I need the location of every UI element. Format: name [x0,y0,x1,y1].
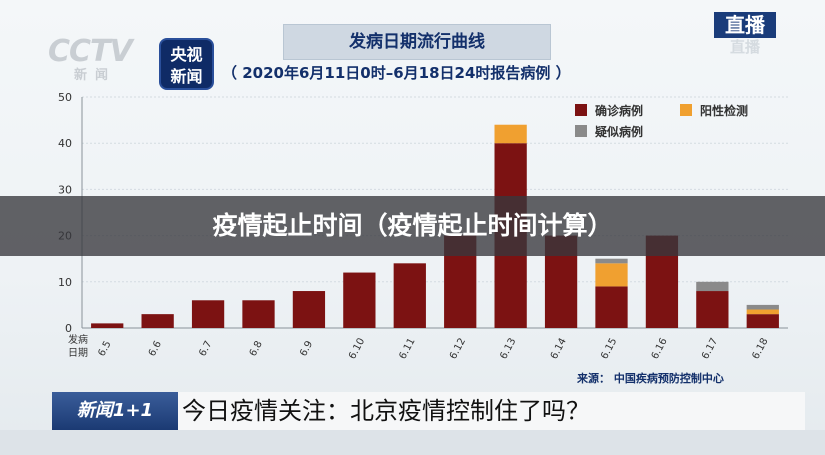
x-axis-label-line-1: 发病 [68,333,88,346]
live-badge-text: 直播 [714,12,776,38]
y-tick-label-50: 50 [58,91,72,104]
bottom-strip [0,430,825,455]
legend-label-0: 确诊病例 [595,103,643,118]
x-tick-label-6-17: 6.17 [700,336,720,361]
legend-label-1: 阳性检测 [700,103,748,118]
bar-6-7-series-0 [191,300,225,328]
x-tick-label-6-6: 6.6 [147,339,164,358]
legend-swatch-1 [680,104,692,116]
x-tick-label-6-10: 6.10 [347,336,367,361]
x-tick-label-6-11: 6.11 [397,336,417,361]
bar-6-15-series-0 [595,286,628,328]
title-overlay-band: 疫情起止时间（疫情起止时间计算） [0,196,825,256]
cctv-news-logo: 央视 新闻 [159,38,214,90]
x-tick-label-6-16: 6.16 [650,336,670,361]
news-ticker: 新闻1+1 今日疫情关注：北京疫情控制住了吗？ [52,392,805,430]
bar-6-18-series-1 [746,309,779,315]
legend-label-2: 疑似病例 [595,124,643,139]
y-tick-label-30: 30 [58,183,72,196]
x-tick-label-6-8: 6.8 [248,339,265,358]
bar-6-6-series-0 [141,314,174,328]
cctv-logo-subtext: 新闻 [74,68,117,83]
legend-swatch-0 [575,104,587,116]
x-tick-label-6-18: 6.18 [750,336,770,361]
live-badge-reflection: 直播 [729,38,760,56]
bar-6-11-series-0 [393,263,426,328]
bar-6-17-series-2 [696,281,729,292]
bar-6-18-series-0 [746,314,779,328]
y-tick-label-10: 10 [58,276,72,289]
chart-subtitle: （ 2020年6月11日0时–6月18日24时报告病例 ） [222,64,571,82]
chart-title: 发病日期流行曲线 [283,24,551,60]
x-tick-label-6-7: 6.7 [197,339,214,358]
cctv-logo: CCTV 新闻 [48,34,152,83]
y-tick-label-0: 0 [65,322,72,335]
x-tick-label-6-5: 6.5 [96,339,113,358]
live-badge: 直播 直播 [714,12,776,56]
x-axis-label-line-2: 日期 [68,347,88,359]
x-tick-label-6-12: 6.12 [448,336,468,361]
bar-6-10-series-0 [343,272,376,328]
legend-swatch-2 [575,125,587,137]
cctv-logo-text: CCTV [48,34,133,69]
bar-6-18-series-2 [746,304,779,310]
ticker-program-logo: 新闻1+1 [52,392,178,430]
news-logo-line-2: 新闻 [170,67,203,86]
x-tick-label-6-13: 6.13 [498,336,518,361]
y-tick-label-40: 40 [58,137,72,150]
bar-6-15-series-2 [595,258,628,264]
bar-6-5-series-0 [91,323,124,328]
x-tick-label-6-15: 6.15 [599,336,619,361]
x-tick-label-6-14: 6.14 [549,336,569,361]
bar-6-15-series-1 [595,263,628,287]
bar-6-8-series-0 [242,300,275,328]
news-logo-line-1: 央视 [170,45,203,64]
bar-6-13-series-1 [494,124,527,144]
x-tick-label-6-9: 6.9 [298,339,315,358]
overlay-title: 疫情起止时间（疫情起止时间计算） [212,211,613,240]
ticker-headline: 今日疫情关注：北京疫情控制住了吗？ [182,397,590,425]
bar-6-9-series-0 [292,291,326,328]
data-source: 来源： 中国疾病预防控制中心 [577,372,724,385]
bar-6-17-series-0 [696,291,729,328]
